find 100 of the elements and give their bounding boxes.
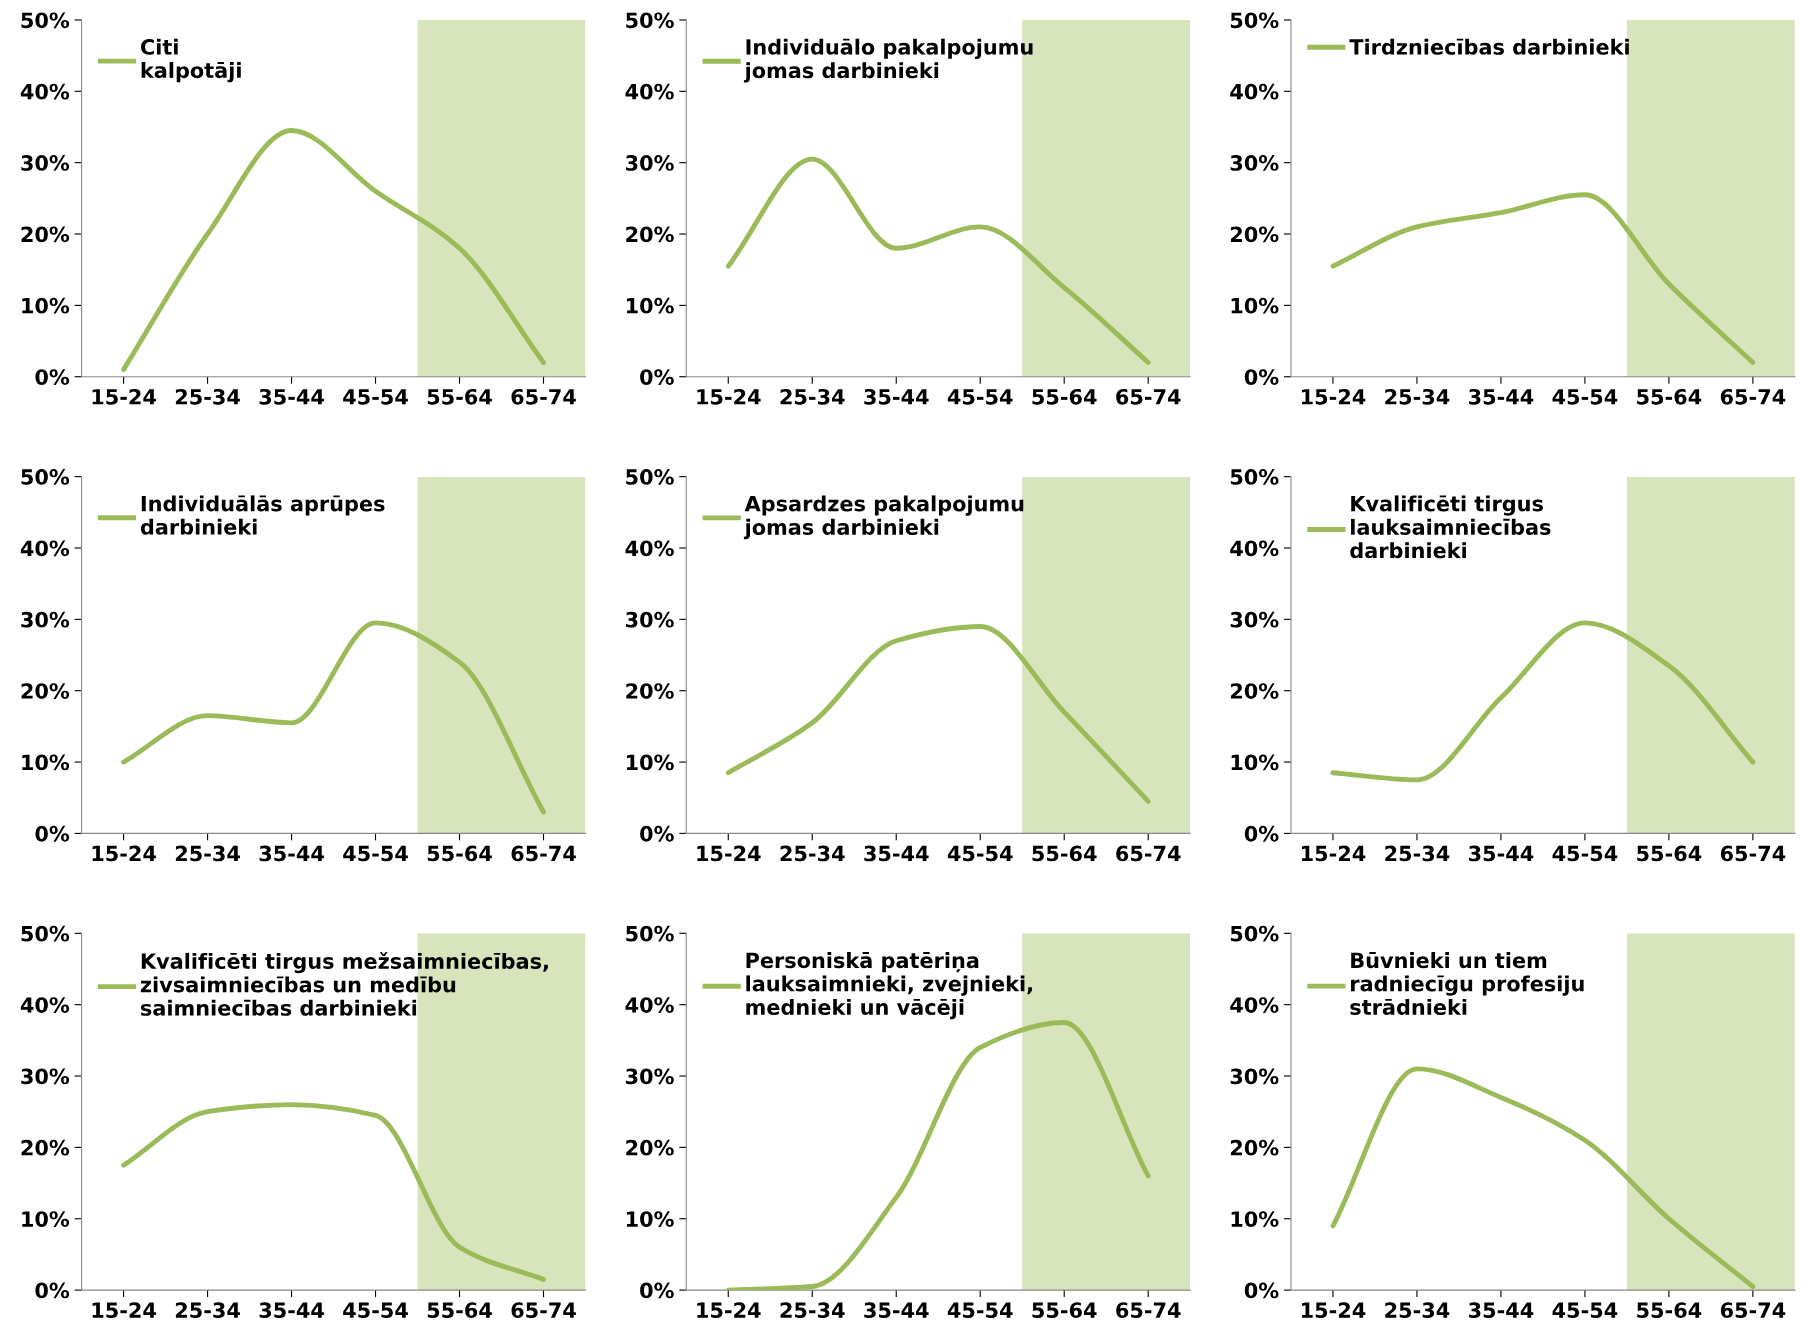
line-series [121, 1102, 546, 1282]
y-tick-label: 20% [21, 683, 70, 699]
y-tick-label: 10% [1231, 754, 1279, 771]
x-tick-label: 45-54 [947, 389, 1013, 405]
line-series [725, 156, 1151, 365]
x-tick-label: 65-74 [511, 845, 576, 862]
x-tick-label: 35-44 [1469, 1302, 1534, 1319]
x-tick-label: 55-64 [1637, 388, 1702, 405]
legend-label: Būvnieki un tiem radniecīgu profesiju strādnieki [1350, 952, 1584, 1016]
x-tick-label: 15-24 [92, 845, 156, 862]
x-tick-label: 15-24 [697, 845, 761, 862]
x-tick-label: 15-24 [92, 1302, 156, 1319]
y-tick-label: 30% [21, 155, 70, 171]
x-tick-label: 65-74 [511, 1302, 576, 1319]
y-tick-label: 40% [1230, 83, 1279, 100]
x-tick-label: 15-24 [697, 388, 761, 405]
y-tick-label: 50% [626, 469, 674, 485]
y-tick-label: 10% [626, 1211, 674, 1227]
y-tick-label: 20% [1230, 226, 1279, 243]
y-tick-label: 50% [1230, 12, 1279, 29]
x-tick-label: 25-34 [1385, 388, 1450, 405]
line-series [725, 624, 1151, 804]
y-tick-label: 10% [22, 1211, 70, 1227]
y-tick-label: 40% [1230, 997, 1279, 1013]
x-tick-label: 45-54 [343, 1302, 408, 1319]
x-tick-label: 65-74 [1720, 845, 1786, 862]
line-series [1330, 192, 1756, 365]
y-tick-label: 10% [22, 297, 70, 314]
y-tick-label: 30% [1230, 155, 1279, 171]
x-tick-label: 25-34 [175, 1302, 240, 1319]
y-tick-label: 40% [625, 540, 674, 557]
x-tick-label: 65-74 [511, 388, 576, 405]
legend-label: Kvalificēti tirgus mežsaimniecības, zivsaimniecības un medību saimniecības darbinieki [140, 952, 548, 1016]
line-series [121, 620, 546, 815]
x-tick-label: 65-74 [1720, 1302, 1786, 1319]
x-tick-label: 35-44 [864, 1302, 929, 1319]
x-tick-label: 45-54 [1552, 1302, 1618, 1319]
y-tick-label: 50% [21, 12, 70, 29]
x-tick-label: 55-64 [1032, 845, 1097, 862]
x-tick-label: 55-64 [427, 845, 492, 862]
y-tick-label: 0% [35, 825, 70, 842]
x-tick-label: 65-74 [1116, 1302, 1181, 1319]
y-tick-label: 40% [625, 83, 674, 100]
y-tick-label: 40% [20, 997, 70, 1013]
legend-label: Individuālās aprūpes darbinieki [140, 495, 385, 535]
y-tick-label: 30% [21, 1068, 70, 1085]
y-tick-label: 50% [626, 925, 674, 942]
y-tick-label: 0% [1244, 825, 1279, 842]
y-tick-label: 0% [640, 1282, 674, 1299]
x-tick-label: 25-34 [1385, 845, 1450, 862]
x-tick-label: 55-64 [1637, 1302, 1702, 1319]
x-tick-label: 35-44 [1469, 388, 1534, 405]
legend-label: Apsardzes pakalpojumu jomas darbinieki [743, 495, 1024, 540]
x-tick-label: 55-64 [1637, 845, 1702, 862]
x-tick-label: 25-34 [175, 845, 240, 862]
x-tick-label: 45-54 [1552, 845, 1618, 862]
x-tick-label: 35-44 [259, 388, 324, 405]
line-series [1330, 620, 1756, 783]
x-tick-label: 45-54 [343, 389, 408, 405]
y-tick-label: 0% [1244, 1282, 1279, 1299]
line-series [1330, 1066, 1756, 1289]
x-tick-label: 35-44 [259, 1302, 324, 1319]
x-tick-label: 15-24 [697, 1302, 761, 1319]
x-tick-label: 45-54 [947, 845, 1013, 862]
y-tick-label: 20% [626, 683, 674, 699]
x-tick-label: 65-74 [1116, 845, 1181, 862]
legend-label: Personiskā patēriņa lauksaimnieki, zvejnieki, mednieki un vācēji [746, 952, 1032, 1020]
y-tick-label: 30% [625, 155, 674, 171]
y-tick-label: 0% [640, 825, 674, 842]
line-series [725, 1020, 1151, 1291]
x-tick-label: 15-24 [92, 388, 156, 405]
x-tick-label: 15-24 [1301, 388, 1366, 405]
x-tick-label: 55-64 [1032, 1302, 1097, 1319]
y-tick-label: 10% [626, 297, 674, 314]
y-tick-label: 30% [1230, 611, 1279, 628]
y-tick-label: 20% [626, 226, 674, 243]
y-tick-label: 30% [625, 1068, 674, 1085]
y-tick-label: 40% [20, 540, 70, 557]
x-tick-label: 25-34 [780, 388, 845, 405]
y-tick-label: 20% [1230, 683, 1279, 699]
x-tick-label: 15-24 [1301, 1302, 1366, 1319]
legend-label: Tirdzniecības darbinieki [1349, 38, 1629, 55]
x-tick-label: 65-74 [1116, 388, 1181, 405]
y-tick-label: 40% [20, 83, 70, 100]
x-tick-label: 25-34 [780, 1302, 845, 1319]
y-tick-label: 20% [1230, 1139, 1279, 1156]
x-tick-label: 45-54 [1552, 389, 1618, 405]
y-tick-label: 20% [626, 1139, 674, 1156]
y-tick-label: 10% [1231, 297, 1279, 314]
x-tick-label: 35-44 [864, 388, 929, 405]
x-tick-label: 45-54 [343, 845, 408, 862]
y-tick-label: 30% [625, 611, 674, 628]
y-tick-label: 40% [625, 997, 674, 1013]
x-tick-label: 25-34 [780, 845, 845, 862]
y-tick-label: 50% [21, 925, 70, 942]
y-tick-label: 40% [1230, 540, 1279, 557]
legend-label: Citi kalpotāji [140, 38, 241, 83]
y-tick-label: 50% [1230, 925, 1279, 942]
y-tick-label: 50% [21, 469, 70, 485]
x-tick-label: 25-34 [1385, 1302, 1450, 1319]
